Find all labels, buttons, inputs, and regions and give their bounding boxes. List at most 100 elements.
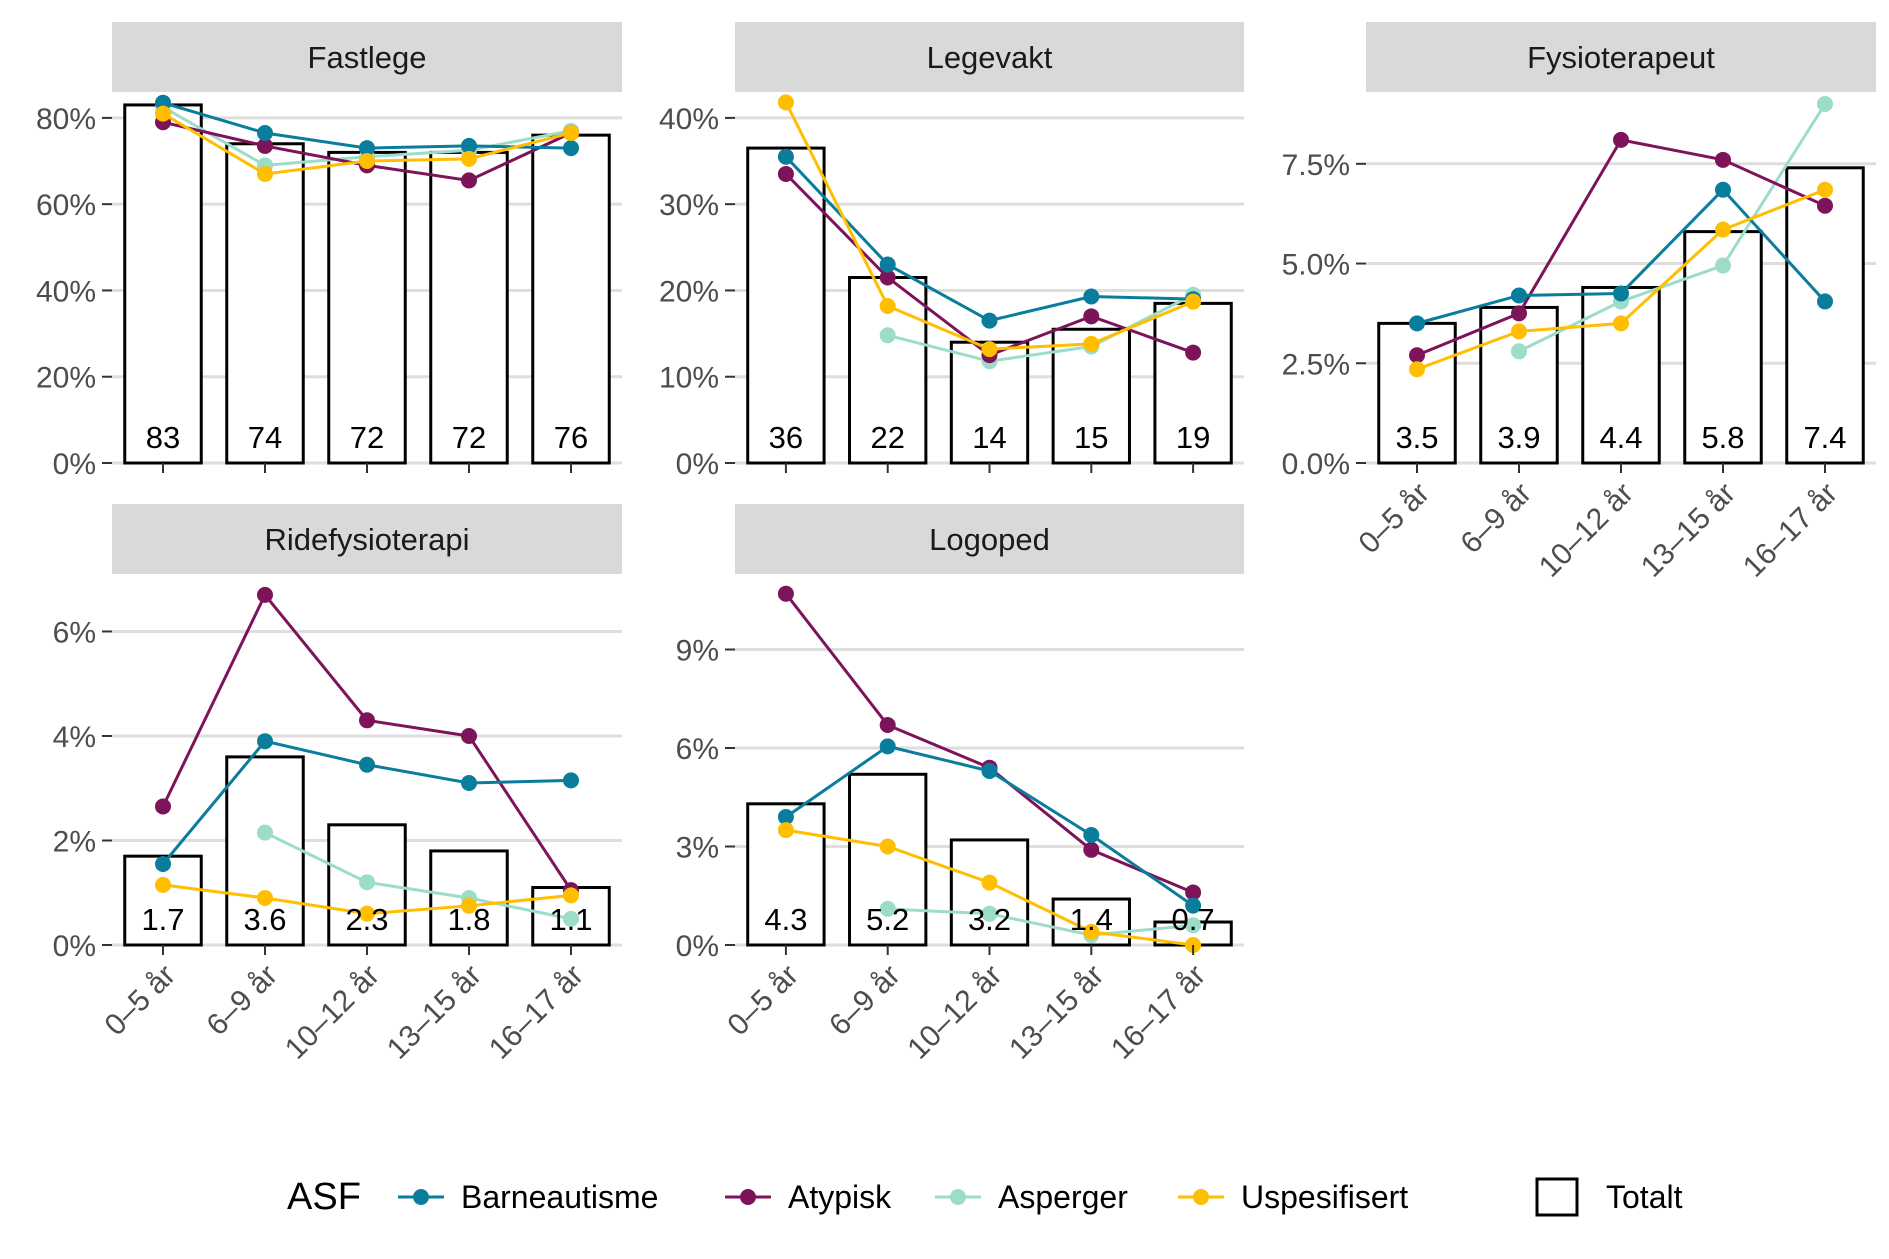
point-asperger <box>359 874 375 891</box>
point-atypisk <box>777 585 794 602</box>
x-tick-label: 16–17 år <box>1737 477 1844 584</box>
point-asperger <box>879 900 896 917</box>
legend-label: Barneautisme <box>461 1179 658 1215</box>
legend-key-point <box>1193 1189 1209 1205</box>
point-barneautisme <box>1715 181 1731 198</box>
point-barneautisme <box>981 312 998 329</box>
point-barneautisme <box>359 756 375 773</box>
point-uspesifisert <box>777 94 794 111</box>
series-line-asperger <box>1518 103 1827 353</box>
bar-value-label: 19 <box>1176 420 1210 455</box>
point-asperger <box>879 327 896 344</box>
bar-total <box>1785 166 1865 465</box>
point-atypisk <box>257 137 273 154</box>
bar-value-label: 5.8 <box>1701 420 1744 455</box>
legend-label: Atypisk <box>788 1179 892 1215</box>
panel-strip <box>735 504 1244 574</box>
y-tick-label: 0.0% <box>1282 448 1350 481</box>
legend: ASF Barneautisme Atypisk Asperger Uspesifise… <box>287 1176 1683 1218</box>
point-uspesifisert <box>879 297 896 314</box>
y-tick-label: 2.5% <box>1282 348 1350 381</box>
panel-title: Legevakt <box>927 40 1053 75</box>
point-uspesifisert <box>257 889 273 906</box>
bar-total <box>949 838 1030 947</box>
point-uspesifisert <box>155 105 171 122</box>
point-atypisk <box>777 165 794 182</box>
point-uspesifisert <box>1083 923 1100 940</box>
point-atypisk <box>1409 347 1425 364</box>
series-line-asperger <box>887 293 1194 363</box>
panel-title: Logoped <box>929 522 1050 557</box>
point-atypisk <box>1083 308 1100 325</box>
point-barneautisme <box>981 762 998 779</box>
bar-value-label: 83 <box>146 420 180 455</box>
series-line-barneautisme <box>784 155 1194 323</box>
legend-key-point <box>413 1189 429 1205</box>
point-barneautisme <box>257 124 273 141</box>
legend-item-totalt: Totalt <box>1535 1177 1683 1217</box>
point-barneautisme <box>1083 827 1100 844</box>
point-uspesifisert <box>1613 315 1629 332</box>
panel-ridefysioterapi: Ridefysioterapi 0% 2% 4% 6% 1.7 3.6 2.3 1.8 1.1 0–… <box>53 504 622 1066</box>
bar-value-label: 0.7 <box>1172 902 1215 937</box>
point-uspesifisert <box>879 838 896 855</box>
point-barneautisme <box>879 738 896 755</box>
point-uspesifisert <box>563 124 579 141</box>
point-barneautisme <box>777 808 794 825</box>
y-tick-label: 2% <box>53 825 96 858</box>
point-uspesifisert <box>155 876 171 893</box>
x-tick-label: 13–15 år <box>1003 959 1110 1066</box>
x-tick-label: 6–9 år <box>200 959 283 1042</box>
point-uspesifisert <box>1185 293 1202 310</box>
panel-title: Fastlege <box>308 40 427 75</box>
x-tick-label: 0–5 år <box>721 959 804 1042</box>
bar-value-label: 7.4 <box>1803 420 1846 455</box>
point-uspesifisert <box>981 341 998 358</box>
y-tick-label: 60% <box>36 189 96 222</box>
y-tick-label: 6% <box>676 733 719 766</box>
point-barneautisme <box>1511 287 1527 304</box>
y-tick-label: 0% <box>676 930 719 963</box>
y-tick-label: 6% <box>53 616 96 649</box>
bar-total <box>429 150 509 465</box>
point-atypisk <box>1185 884 1202 901</box>
y-tick-label: 20% <box>659 275 719 308</box>
bar-value-label: 36 <box>769 420 803 455</box>
point-barneautisme <box>879 256 896 273</box>
series-line-asperger <box>887 907 1194 937</box>
legend-key-box <box>1535 1177 1579 1217</box>
y-tick-label: 80% <box>36 103 96 136</box>
point-uspesifisert <box>777 822 794 839</box>
x-tick-label: 10–12 år <box>279 959 386 1066</box>
point-asperger <box>257 824 273 841</box>
legend-label: Uspesifisert <box>1241 1179 1408 1215</box>
point-barneautisme <box>1817 293 1833 310</box>
bar-value-label: 22 <box>870 420 904 455</box>
bar-total <box>225 142 305 465</box>
panel-strip <box>1366 22 1876 92</box>
x-tick-label: 0–5 år <box>1352 477 1435 560</box>
point-barneautisme <box>1083 288 1100 305</box>
y-tick-label: 3% <box>676 832 719 865</box>
point-barneautisme <box>563 772 579 789</box>
x-tick-label: 10–12 år <box>1533 477 1640 584</box>
point-atypisk <box>1185 344 1202 361</box>
panel-title: Ridefysioterapi <box>264 522 469 557</box>
point-atypisk <box>1613 131 1629 148</box>
panel-legevakt: Legevakt 0% 10% 20% 30% 40% 36 22 14 15 19 <box>659 22 1244 481</box>
x-tick-label: 6–9 år <box>823 959 906 1042</box>
point-atypisk <box>1715 151 1731 168</box>
y-tick-label: 5.0% <box>1282 249 1350 282</box>
point-uspesifisert <box>1083 335 1100 352</box>
panel-strip <box>112 504 622 574</box>
x-tick-label: 13–15 år <box>381 959 488 1066</box>
y-tick-label: 10% <box>659 362 719 395</box>
bar-value-label: 4.4 <box>1599 420 1642 455</box>
panel-logoped: Logoped 0% 3% 6% 9% 4.3 5.2 3.2 1.4 0.7 0–5 år 6–9 … <box>676 504 1244 1066</box>
point-uspesifisert <box>981 874 998 891</box>
bar-value-label: 14 <box>972 420 1006 455</box>
point-atypisk <box>155 798 171 815</box>
y-tick-label: 30% <box>659 189 719 222</box>
point-asperger <box>1715 257 1731 274</box>
point-uspesifisert <box>359 905 375 922</box>
